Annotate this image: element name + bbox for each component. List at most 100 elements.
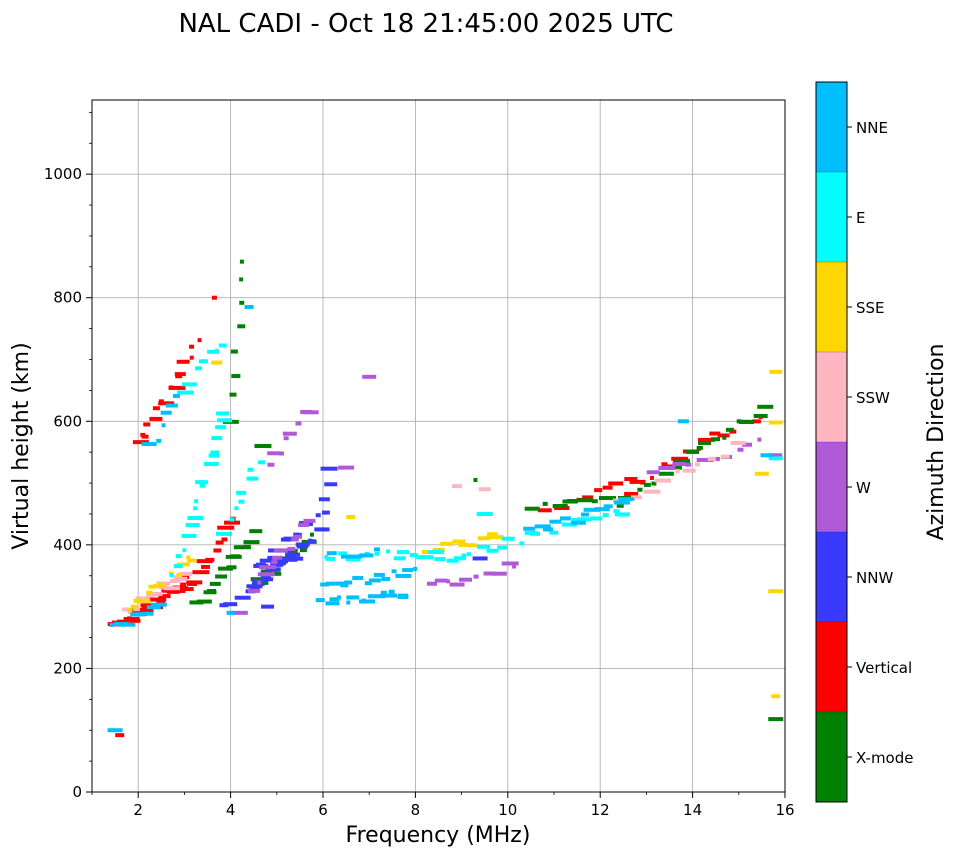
mark-nne bbox=[359, 553, 374, 558]
mark-e bbox=[466, 552, 471, 557]
mark-w bbox=[271, 560, 278, 565]
mark-w bbox=[290, 537, 299, 542]
mark-w bbox=[696, 457, 714, 462]
mark-vertical bbox=[175, 374, 183, 379]
mark-w bbox=[303, 518, 316, 523]
mark-nne bbox=[380, 590, 387, 595]
colorbar-segment bbox=[816, 712, 847, 802]
y-tick-label: 600 bbox=[53, 412, 82, 430]
mark-vertical bbox=[180, 582, 187, 587]
mark-sse bbox=[133, 598, 151, 603]
mark-ssw bbox=[643, 489, 661, 494]
mark-w bbox=[646, 470, 660, 475]
mark-ssw bbox=[451, 484, 462, 489]
mark-sse bbox=[467, 543, 477, 548]
mark-e bbox=[203, 461, 219, 466]
mark-vertical bbox=[176, 359, 190, 364]
mark-e bbox=[218, 343, 227, 348]
mark-nnw bbox=[261, 604, 275, 609]
mark-sse bbox=[148, 584, 156, 589]
mark-nnw bbox=[265, 567, 280, 572]
mark-w bbox=[434, 578, 448, 583]
mark-nnw bbox=[283, 536, 296, 541]
mark-nne bbox=[244, 304, 254, 309]
mark-x-mode bbox=[229, 392, 237, 397]
mark-vertical bbox=[197, 338, 202, 343]
mark-w bbox=[257, 572, 275, 577]
mark-nne bbox=[329, 597, 340, 602]
mark-e bbox=[486, 548, 499, 553]
mark-x-mode bbox=[710, 437, 720, 442]
azimuth-colorbar: X-mode Vertical NNW W SSW SSE E NNE bbox=[815, 81, 913, 803]
mark-x-mode bbox=[725, 427, 734, 432]
y-tick-label: 800 bbox=[53, 289, 82, 307]
mark-e bbox=[229, 517, 235, 522]
mark-sse bbox=[187, 558, 197, 563]
mark-sse bbox=[452, 539, 466, 544]
mark-ssw bbox=[730, 441, 746, 446]
mark-vertical bbox=[211, 295, 217, 300]
mark-nne bbox=[381, 576, 391, 581]
mark-nnw bbox=[321, 510, 330, 515]
mark-vertical bbox=[136, 609, 154, 614]
mark-sse bbox=[440, 541, 454, 546]
mark-nne bbox=[346, 595, 360, 600]
mark-x-mode bbox=[233, 545, 251, 550]
mark-nnw bbox=[261, 577, 274, 582]
mark-sse bbox=[346, 515, 356, 520]
mark-nne bbox=[315, 598, 325, 603]
mark-sse bbox=[486, 535, 504, 540]
mark-vertical bbox=[709, 431, 721, 436]
mark-e bbox=[409, 553, 418, 558]
mark-nne bbox=[346, 600, 351, 605]
x-tick-label: 6 bbox=[318, 801, 328, 819]
colorbar-tick-label: X-mode bbox=[856, 749, 913, 767]
mark-nne bbox=[140, 611, 154, 616]
mark-nne bbox=[397, 594, 409, 599]
mark-nne bbox=[141, 442, 157, 447]
mark-x-mode bbox=[562, 499, 578, 504]
mark-nnw bbox=[246, 584, 263, 589]
mark-vertical bbox=[224, 520, 241, 525]
mark-vertical bbox=[717, 433, 730, 438]
mark-nnw bbox=[315, 513, 321, 518]
mark-e bbox=[590, 516, 603, 521]
mark-nne bbox=[320, 582, 330, 587]
colorbar-segment bbox=[816, 172, 847, 262]
mark-e bbox=[768, 456, 783, 461]
mark-e bbox=[602, 513, 609, 518]
mark-nne bbox=[402, 568, 414, 573]
mark-nne bbox=[523, 526, 536, 531]
mark-e bbox=[393, 556, 406, 561]
mark-x-mode bbox=[225, 554, 242, 559]
mark-e bbox=[175, 554, 182, 559]
mark-nne bbox=[359, 599, 376, 604]
mark-w bbox=[769, 453, 783, 458]
mark-nnw bbox=[234, 595, 251, 600]
mark-e bbox=[257, 460, 265, 465]
mark-nnw bbox=[314, 527, 328, 532]
mark-e bbox=[210, 450, 220, 455]
mark-x-mode bbox=[686, 449, 700, 454]
mark-vertical bbox=[213, 548, 222, 553]
mark-e bbox=[247, 467, 254, 472]
mark-sse bbox=[432, 547, 445, 552]
mark-x-mode bbox=[768, 717, 784, 722]
x-tick-label: 16 bbox=[775, 801, 794, 819]
mark-e bbox=[345, 557, 361, 562]
mark-e bbox=[236, 490, 247, 495]
mark-w bbox=[283, 436, 289, 441]
colorbar-segment bbox=[816, 532, 847, 622]
mark-ssw bbox=[478, 487, 491, 492]
mark-sse bbox=[771, 694, 781, 699]
mark-w bbox=[258, 565, 276, 570]
mark-e bbox=[207, 349, 220, 354]
x-tick-label: 12 bbox=[591, 801, 610, 819]
mark-vertical bbox=[221, 537, 228, 542]
mark-sse bbox=[477, 536, 491, 541]
mark-x-mode bbox=[299, 548, 307, 553]
mark-nne bbox=[603, 504, 613, 509]
mark-w bbox=[685, 462, 692, 467]
